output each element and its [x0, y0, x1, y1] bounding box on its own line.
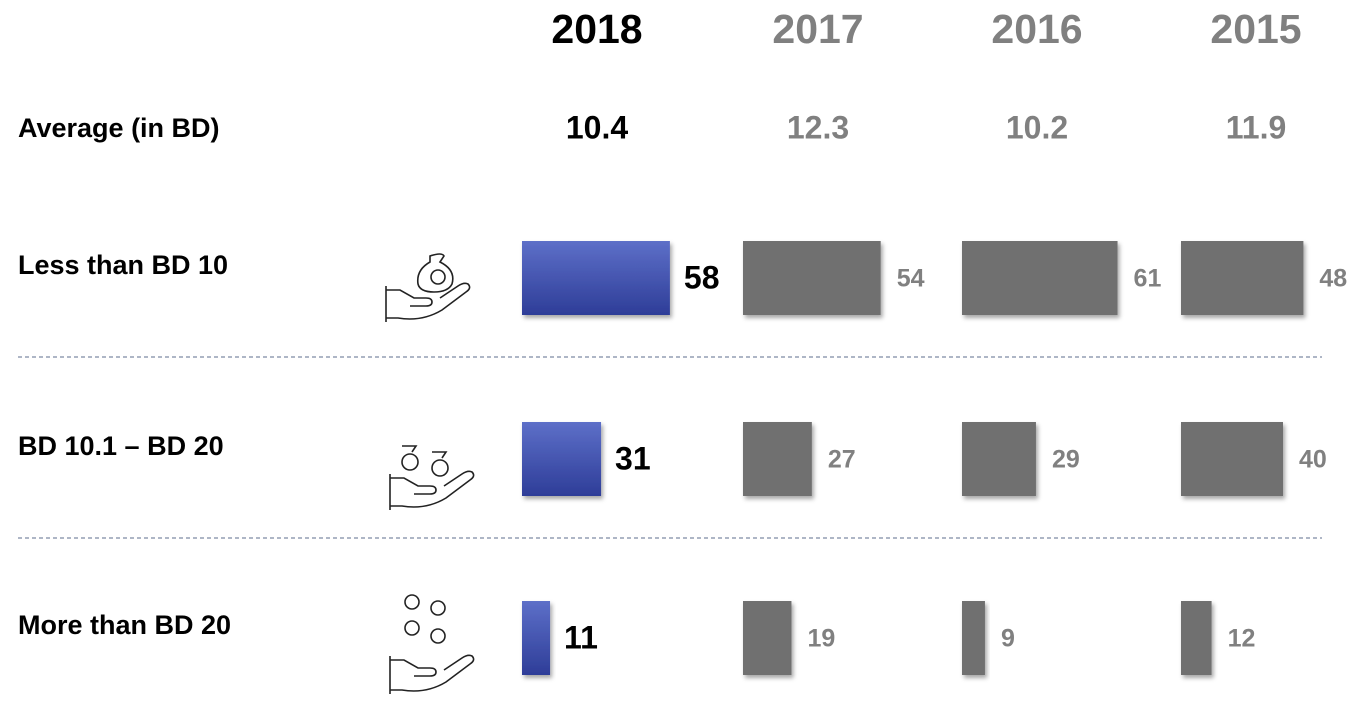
icon-two-bags: [389, 445, 475, 510]
value-label: 19: [807, 625, 835, 653]
value-label: 61: [1134, 265, 1162, 293]
year-header: 2017: [772, 6, 863, 52]
row-label: Less than BD 10: [18, 250, 228, 280]
year-header: 2016: [991, 6, 1082, 52]
bar: [743, 241, 881, 315]
bar: [962, 601, 985, 675]
bar: [962, 422, 1036, 496]
value-label: 58: [684, 259, 720, 295]
value-label: 40: [1299, 446, 1327, 474]
value-label: 48: [1319, 265, 1347, 293]
value-label: 29: [1052, 446, 1080, 474]
value-label: 31: [615, 440, 651, 476]
bar: [743, 601, 792, 675]
bar: [1181, 422, 1283, 496]
bar: [522, 241, 670, 315]
bar: [962, 241, 1118, 315]
bar: [743, 422, 812, 496]
row-label: BD 10.1 – BD 20: [18, 431, 224, 461]
average-value: 10.2: [1006, 109, 1068, 145]
year-header: 2015: [1210, 6, 1301, 52]
bar: [1181, 601, 1212, 675]
value-label: 27: [828, 446, 856, 474]
year-header: 2018: [551, 6, 642, 52]
average-value: 12.3: [787, 109, 849, 145]
value-label: 12: [1228, 625, 1256, 653]
icon-one-bag: [385, 253, 471, 322]
value-label: 11: [564, 619, 598, 655]
row-label: More than BD 20: [18, 610, 231, 640]
bar: [522, 422, 602, 496]
bar: [522, 601, 551, 675]
value-label: 54: [897, 265, 925, 293]
average-label: Average (in BD): [18, 113, 220, 143]
average-value: 10.4: [566, 109, 628, 145]
average-value: 11.9: [1226, 109, 1287, 145]
icon-four-bags: [389, 594, 475, 694]
bar: [1181, 241, 1304, 315]
value-label: 9: [1001, 625, 1015, 653]
